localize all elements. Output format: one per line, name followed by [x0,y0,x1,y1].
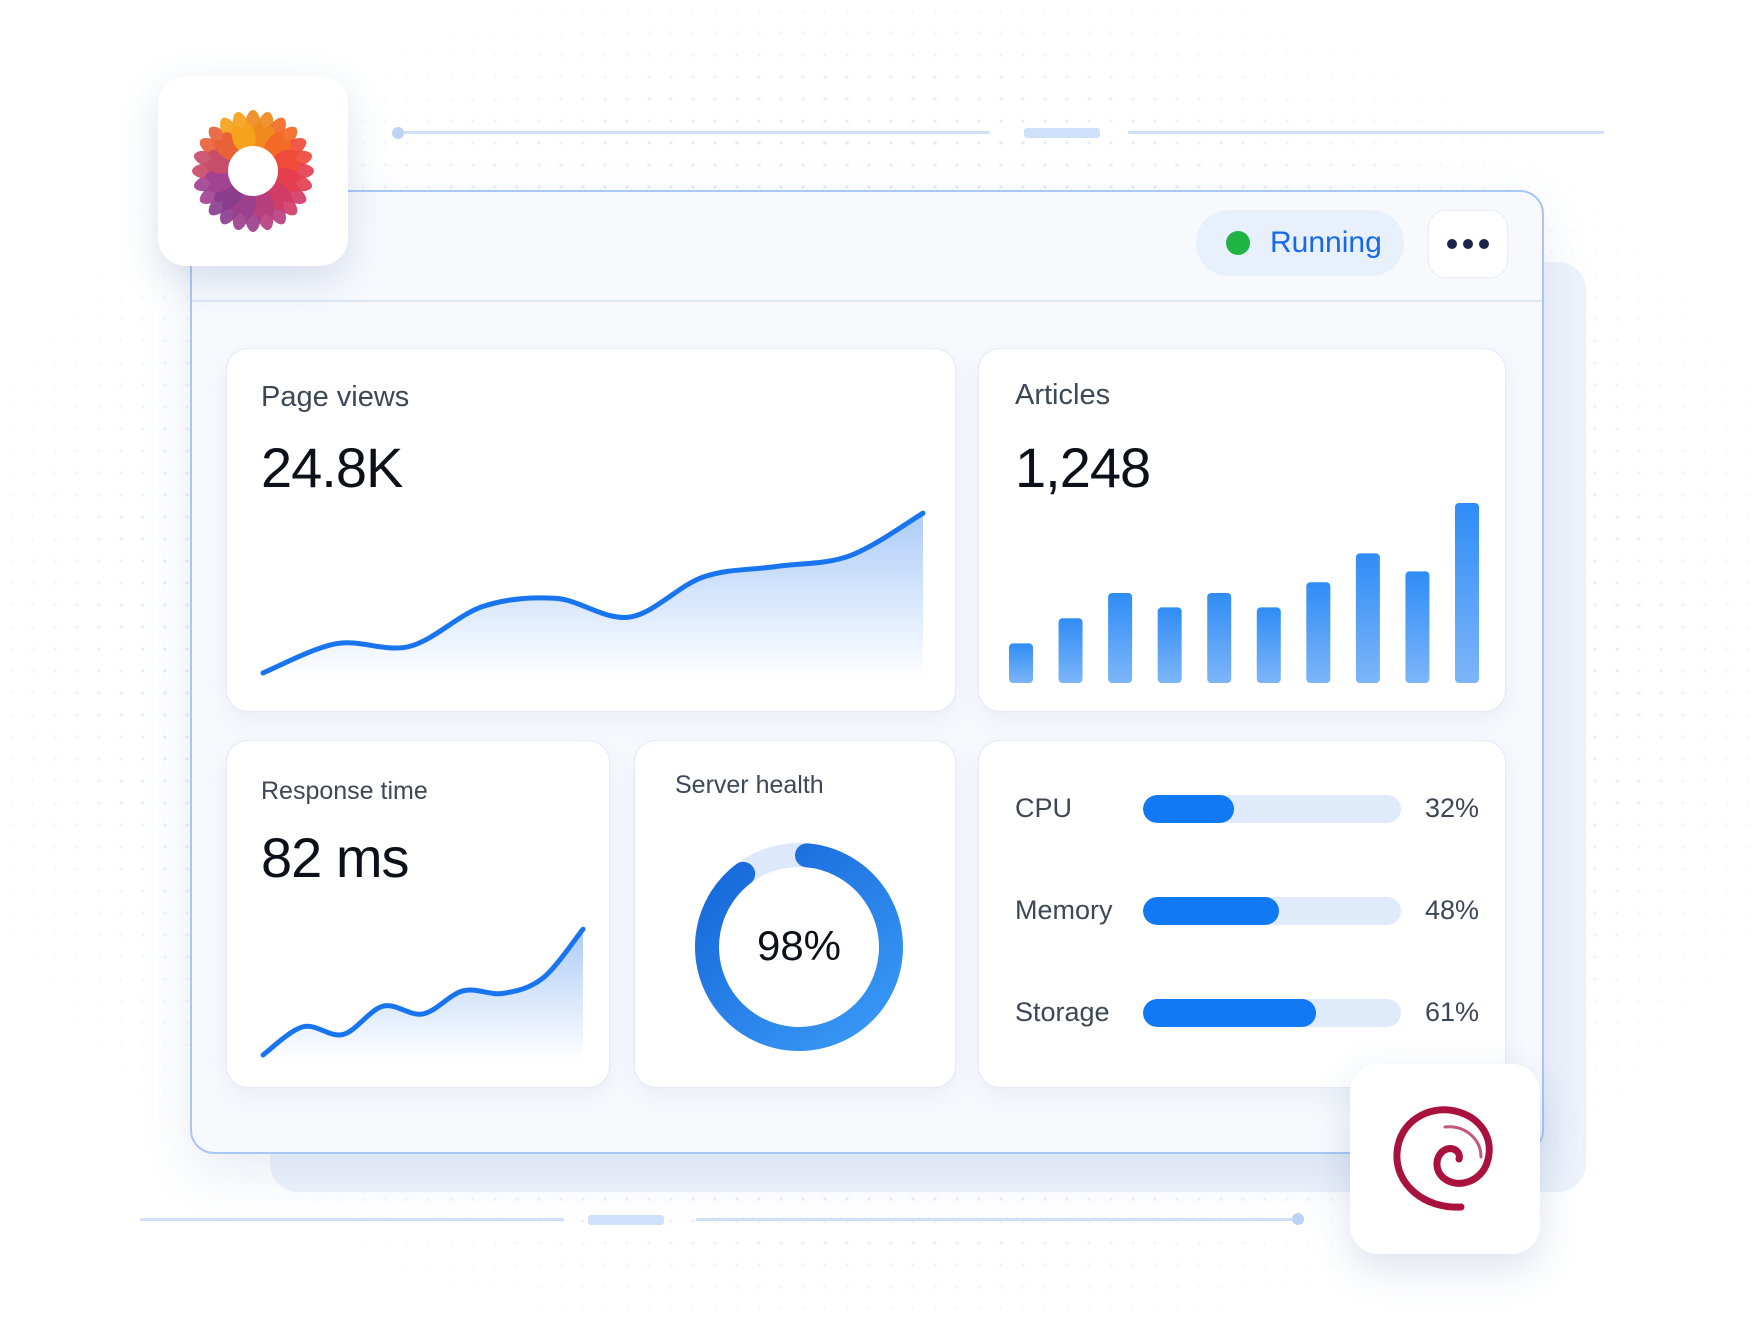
storage-value: 61% [1425,997,1480,1027]
page-views-card: Page views 24.8K [226,348,956,712]
storage-bar [1143,999,1401,1027]
article-bar [1455,503,1479,683]
memory-bar [1143,897,1401,925]
storage-bar-fill [1143,999,1317,1027]
server-health-gauge [695,843,903,1051]
dot-icon [1479,239,1489,249]
decor-line [140,1218,564,1221]
article-bar [1009,643,1033,683]
cpu-value: 32% [1425,793,1480,823]
articles-chart [1009,503,1479,683]
sunflower-center [228,146,278,196]
sunflower-petal [263,186,284,210]
sunflower-petal [214,181,238,202]
memory-bar-fill [1143,897,1280,925]
sunflower-petal [222,132,243,156]
article-bar [1306,582,1331,683]
sunflower-logo-tile [158,76,348,266]
article-bar [1405,571,1430,683]
dot-icon [1463,239,1473,249]
article-bar [1207,593,1232,683]
status-label: Running [1270,226,1382,259]
storage-label: Storage [1015,997,1110,1027]
article-bar [1058,618,1083,683]
server-health-value: 98% [756,922,842,969]
sunflower-petal [268,140,292,161]
cpu-label: CPU [1015,793,1073,823]
article-bar [1355,553,1380,683]
page-views-line [260,510,926,676]
response-time-label: Response time [261,777,428,805]
memory-label: Memory [1015,895,1113,925]
articles-value: 1,248 [1015,436,1151,499]
more-options-button[interactable] [1428,210,1508,278]
cpu-bar-fill [1143,795,1234,823]
status-dot-icon [1226,231,1250,255]
memory-value: 48% [1425,895,1480,925]
cpu-bar [1143,795,1401,823]
resources-card: CPU 32% Memory 48% Storage 61% [978,740,1506,1088]
page-views-value: 24.8K [261,436,403,499]
article-bar [1108,593,1133,683]
decor-dash [1024,128,1100,138]
server-health-card: Server health 98% [634,740,956,1088]
articles-label: Articles [1015,379,1111,411]
decor-line [396,131,990,134]
response-time-chart [260,926,586,1061]
status-badge[interactable]: Running [1196,210,1404,276]
articles-card: Articles 1,248 [978,348,1506,712]
server-health-label: Server health [675,771,824,799]
decor-line [696,1218,1304,1221]
decor-dot [1292,1213,1304,1225]
page-views-label: Page views [261,381,410,413]
sunflower-petal [263,132,284,156]
article-bar [1256,607,1281,683]
decor-line [1128,131,1604,134]
debian-logo-tile [1350,1064,1540,1254]
response-time-value: 82 ms [261,826,409,889]
gauge-fill [695,843,903,1051]
decor-dash [588,1215,664,1225]
sunflower-petal [222,186,243,210]
response-time-area [263,929,583,1061]
sunflower-logo-icon [192,110,314,232]
debian-swirl-logo-icon [1393,1106,1493,1211]
decor-dot [392,127,404,139]
sunflower-petal [268,181,292,202]
response-time-card: Response time 82 ms [226,740,610,1088]
window-header: Running [192,192,1542,302]
dashboard-window: Running Page views 24.8K Articles 1,248 [190,190,1544,1154]
page-views-chart [260,510,926,679]
article-bar [1157,607,1182,683]
sunflower-petal [241,123,256,152]
sunflower-petal [214,140,238,161]
page-views-area [263,513,923,679]
response-time-line [260,926,586,1058]
dot-icon [1447,239,1457,249]
